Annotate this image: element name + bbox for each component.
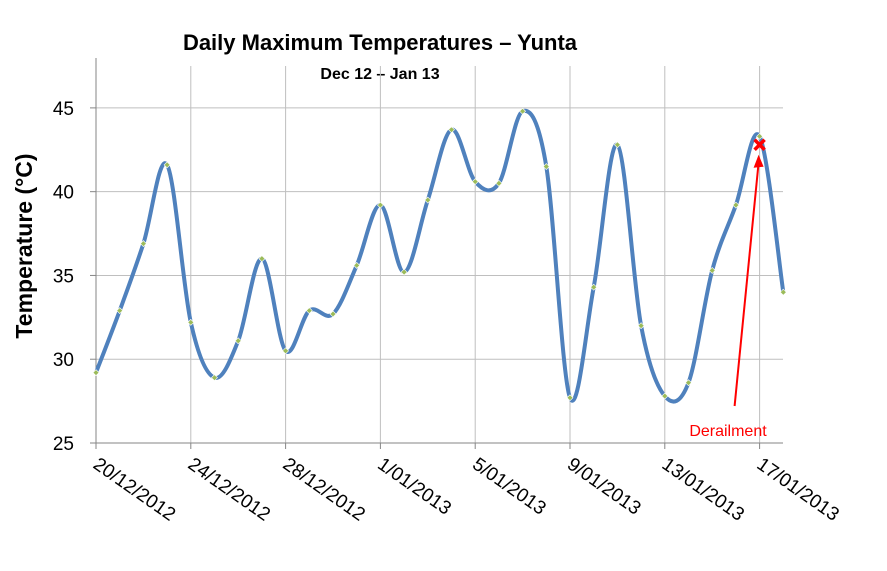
derailment-marker bbox=[753, 138, 766, 151]
data-point bbox=[139, 240, 147, 248]
x-tick-label: 1/01/2013 bbox=[374, 454, 455, 520]
annotation-arrow bbox=[733, 162, 760, 407]
axes bbox=[90, 58, 783, 444]
x-tick-label: 13/01/2013 bbox=[658, 454, 748, 526]
data-point bbox=[637, 322, 645, 330]
data-point bbox=[661, 392, 669, 400]
data-point bbox=[708, 266, 716, 274]
y-tick-label: 45 bbox=[53, 99, 74, 120]
data-point bbox=[282, 347, 290, 355]
data-point bbox=[471, 178, 479, 186]
data-point bbox=[211, 374, 218, 382]
y-tick-label: 35 bbox=[53, 266, 74, 287]
data-point bbox=[542, 163, 550, 170]
x-tick-label: 17/01/2013 bbox=[753, 454, 843, 526]
data-point bbox=[685, 379, 692, 387]
data-point bbox=[116, 307, 124, 315]
data-point bbox=[258, 255, 266, 263]
data-point bbox=[590, 283, 598, 291]
data-point bbox=[187, 318, 195, 326]
x-tick-label: 24/12/2012 bbox=[184, 454, 274, 526]
x-tick-label: 20/12/2012 bbox=[89, 454, 179, 526]
chart-title: Daily Maximum Temperatures – Yunta bbox=[182, 30, 578, 55]
data-point bbox=[234, 337, 242, 345]
data-point bbox=[448, 126, 455, 134]
data-point bbox=[400, 268, 408, 276]
data-point bbox=[495, 179, 503, 187]
y-tick-labels: 25 30 35 40 45 bbox=[53, 99, 74, 455]
y-tick-label: 30 bbox=[53, 350, 74, 371]
data-point bbox=[424, 196, 432, 204]
y-tick-label: 25 bbox=[53, 434, 74, 455]
data-point bbox=[163, 161, 171, 169]
data-point bbox=[376, 201, 384, 209]
data-point bbox=[92, 369, 100, 377]
annotation-label: Derailment bbox=[689, 423, 767, 440]
y-tick-label: 40 bbox=[53, 183, 74, 204]
x-tick-labels: 20/12/2012 24/12/2012 28/12/2012 1/01/2013 5… bbox=[89, 454, 843, 526]
series-line bbox=[94, 108, 786, 404]
x-tick-label: 5/01/2013 bbox=[468, 454, 549, 520]
data-point bbox=[329, 310, 337, 318]
data-point bbox=[756, 132, 764, 140]
data-point bbox=[613, 141, 621, 149]
data-point bbox=[353, 261, 361, 269]
gridlines bbox=[95, 66, 783, 449]
data-point bbox=[779, 288, 787, 296]
x-tick-label: 9/01/2013 bbox=[563, 454, 644, 520]
data-point bbox=[566, 394, 574, 402]
data-point bbox=[519, 107, 527, 115]
y-axis-label: Temperature (°C) bbox=[11, 153, 37, 338]
annotation-arrowhead bbox=[753, 154, 764, 168]
x-tick-label: 28/12/2012 bbox=[279, 454, 369, 526]
data-point bbox=[305, 307, 313, 315]
data-point bbox=[732, 201, 740, 209]
derailment-annotation: Derailment bbox=[689, 138, 767, 440]
data-markers bbox=[92, 107, 787, 402]
